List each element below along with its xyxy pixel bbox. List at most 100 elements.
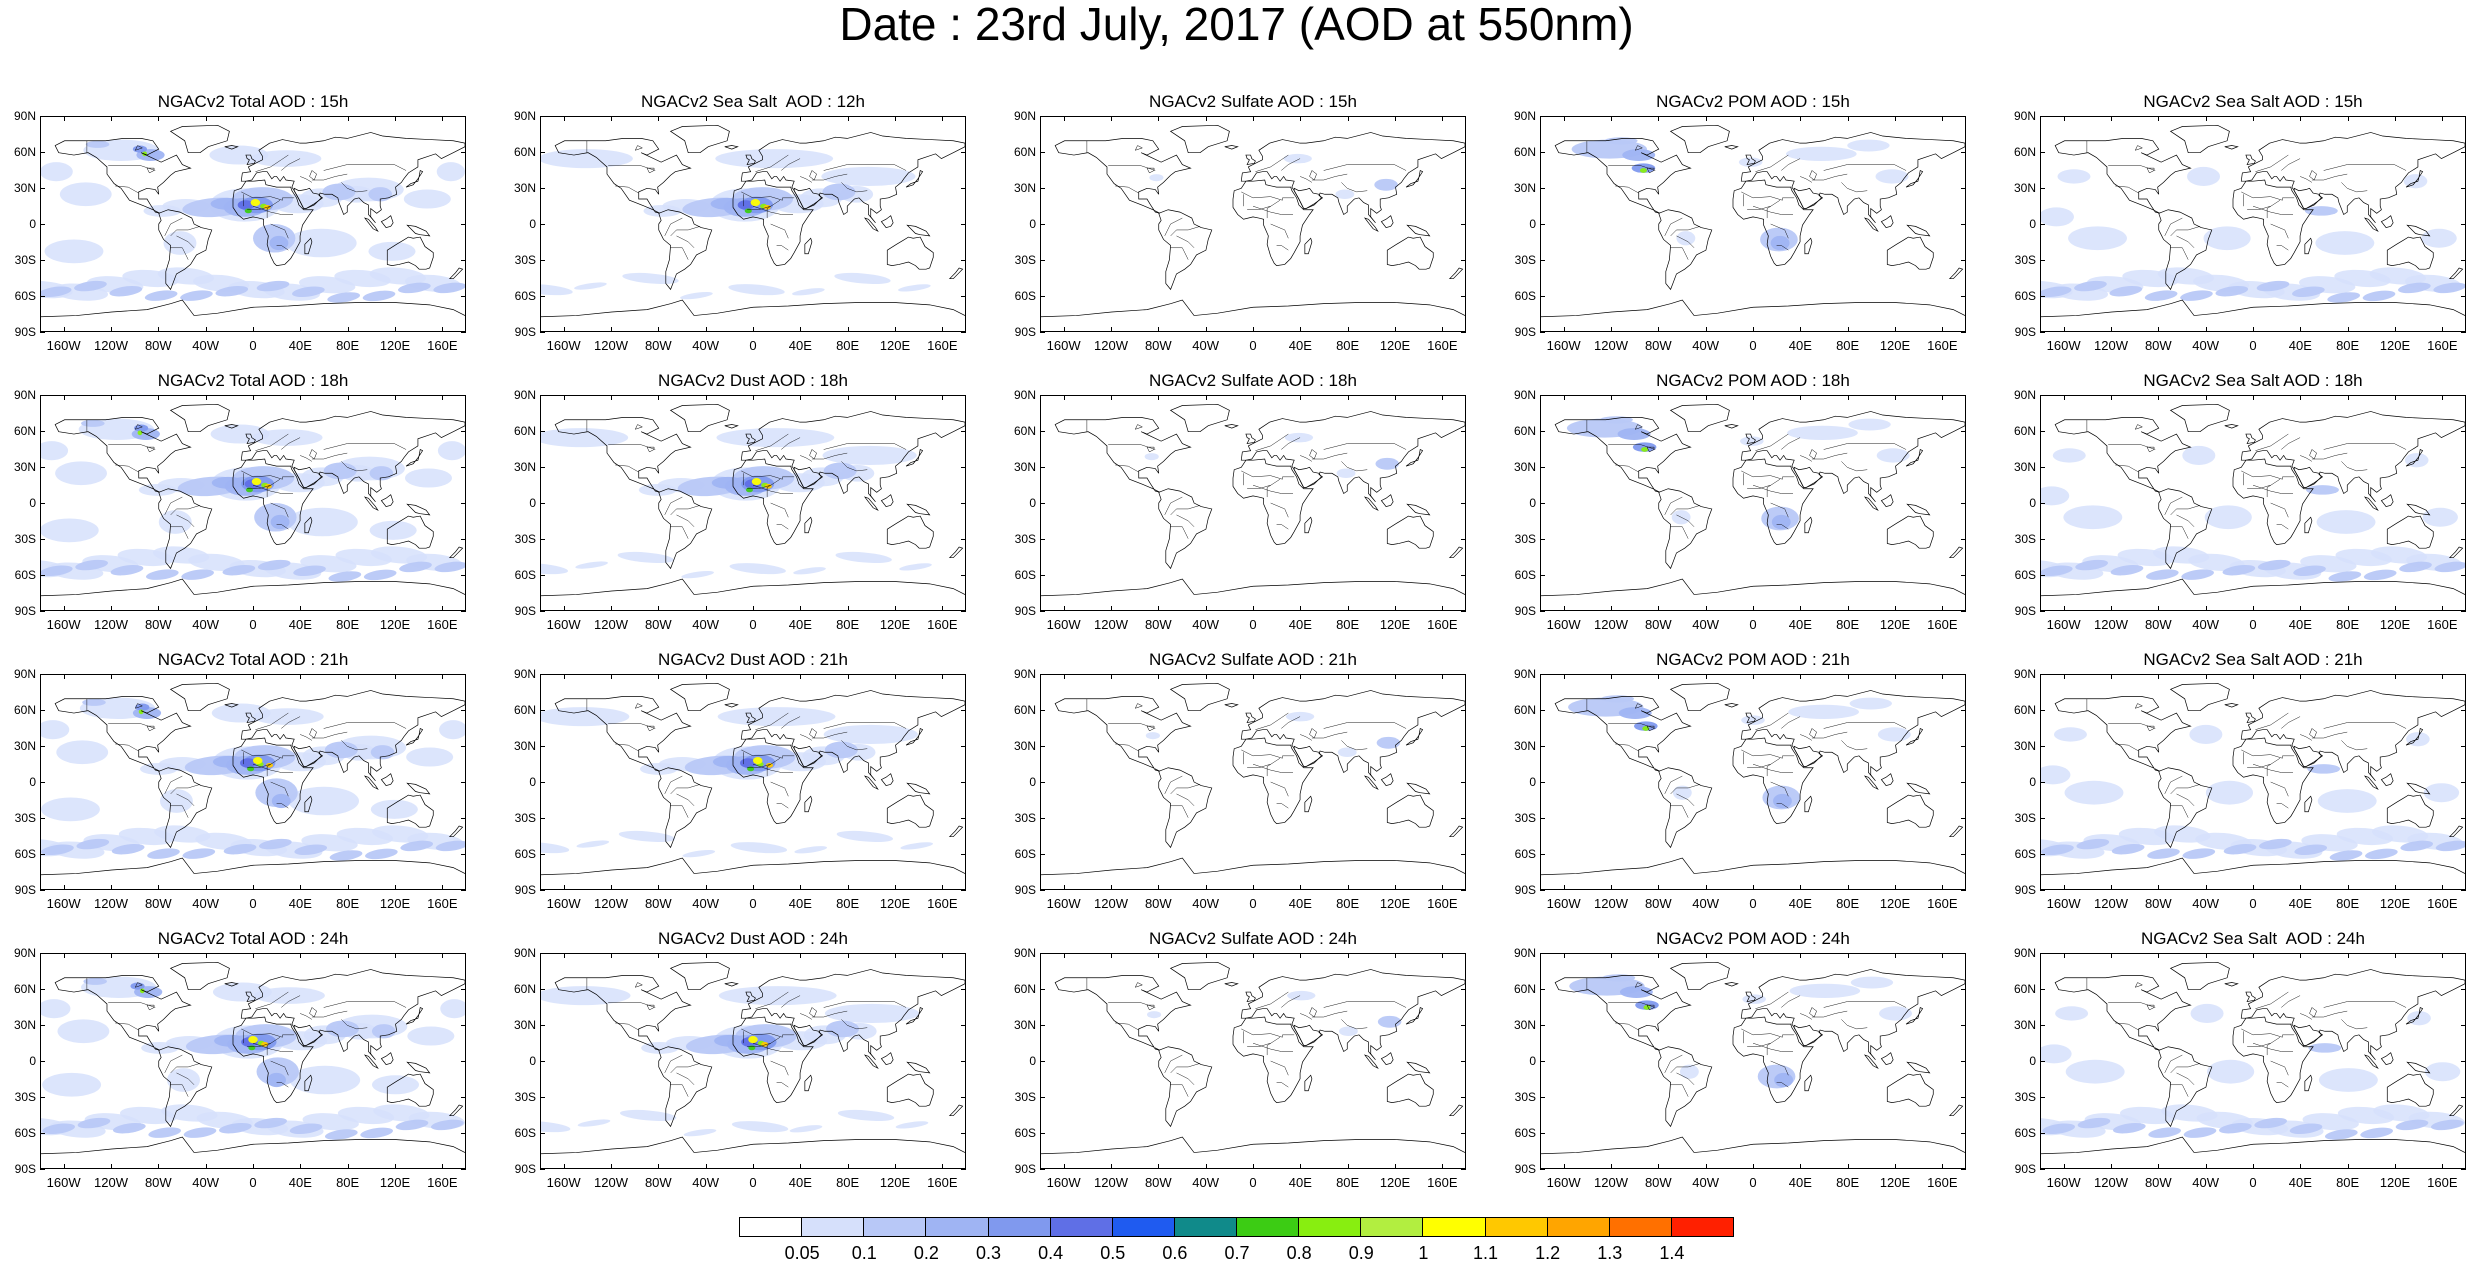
latitude-label: 60N [1013, 703, 1036, 717]
lake-outline [1809, 449, 1817, 460]
latitude-tick [1961, 152, 1966, 153]
aod-field-patch [1788, 704, 1859, 719]
coastline [793, 745, 822, 767]
longitude-tick [1347, 327, 1349, 332]
longitude-label: 0 [749, 338, 757, 353]
country-border [1766, 1037, 1781, 1056]
latitude-tick [40, 710, 45, 711]
country-border [1741, 1028, 1795, 1038]
lake-outline [2309, 449, 2317, 460]
country-border [1323, 443, 1407, 450]
coastline [2240, 690, 2465, 782]
country-border [2270, 1060, 2289, 1076]
aod-field-patch [2395, 1119, 2429, 1131]
aod-field-patch [440, 999, 465, 1019]
latitude-tick [40, 152, 45, 153]
latitude-tick [2040, 1061, 2045, 1062]
latitude-tick [1040, 1169, 1045, 1170]
country-border [1164, 775, 1183, 794]
latitude-tick [2461, 260, 2466, 261]
world-map [1040, 395, 1466, 611]
coastline [224, 145, 239, 150]
panel-title: NGACv2 POM AOD : 18h [1656, 371, 1850, 390]
longitude-tick [753, 395, 754, 400]
map-panels-grid: NGACv2 Total AOD : 15h 90N 60N 30N 0 30S 60S 90… [14, 92, 2466, 1190]
coastline [1658, 209, 1713, 291]
longitude-label: 160W [1546, 896, 1581, 911]
aod-field-patch [2399, 561, 2432, 573]
coastline [1386, 1073, 1434, 1107]
longitude-tick [2442, 674, 2444, 679]
longitude-label: 40E [788, 896, 812, 911]
latitude-tick [961, 782, 966, 783]
latitude-label: 60S [14, 289, 36, 303]
longitude-label: 120E [879, 617, 911, 632]
colorbar-cell [1422, 1217, 1486, 1237]
coastline [54, 138, 192, 214]
coastline [2158, 1046, 2213, 1128]
country-border [1776, 1082, 1789, 1088]
aod-field-patch [541, 149, 633, 169]
longitude-label: 40W [1692, 338, 1720, 353]
longitude-tick [1895, 606, 1896, 611]
latitude-tick [40, 854, 45, 855]
country-border [823, 1001, 907, 1008]
coastline [1448, 267, 1464, 280]
longitude-label: 40W [1692, 896, 1720, 911]
coastline [1232, 1016, 1314, 1103]
longitude-label: 120E [879, 338, 911, 353]
colorbar-label: 0.6 [1162, 1243, 1188, 1263]
coastline [405, 169, 424, 188]
country-border [1255, 991, 1289, 1009]
coastline [1293, 187, 1322, 209]
aod-field-patch [731, 1121, 789, 1133]
latitude-label: 30S [514, 253, 536, 267]
longitude-label: 120W [1594, 1175, 1628, 1190]
longitude-tick [1895, 395, 1896, 400]
latitude-tick [1961, 1097, 1966, 1098]
colorbar-label: 0.1 [851, 1243, 877, 1263]
longitude-tick [658, 953, 660, 958]
coastline [380, 1052, 394, 1065]
aod-field-patch [2424, 1062, 2461, 1082]
country-border [1752, 1042, 1794, 1052]
latitude-label: 0 [2029, 1054, 2036, 1068]
latitude-tick [40, 746, 45, 747]
longitude-tick [63, 953, 65, 958]
country-border [1247, 1042, 1271, 1047]
coastline [2232, 179, 2314, 266]
longitude-label: 120E [379, 338, 411, 353]
latitude-tick [1540, 431, 1545, 432]
coastline [1304, 795, 1313, 813]
antarctica-coastline [41, 578, 465, 597]
lake-outline [2134, 145, 2143, 151]
coastline [1405, 448, 1424, 467]
longitude-label: 40W [1192, 338, 1220, 353]
latitude-tick [1540, 710, 1545, 711]
latitude-tick [2461, 575, 2466, 576]
latitude-label: 30N [1513, 181, 1536, 195]
longitude-tick [2347, 885, 2349, 890]
longitude-label: 40E [788, 617, 812, 632]
longitude-label: 120W [1094, 617, 1128, 632]
latitude-tick [461, 431, 466, 432]
longitude-label: 160W [1046, 1175, 1081, 1190]
longitude-tick [658, 116, 660, 121]
longitude-label: 160E [927, 617, 958, 632]
longitude-tick [205, 327, 207, 332]
country-border [1799, 455, 1813, 462]
coastline [2405, 727, 2424, 746]
latitude-tick [2461, 782, 2466, 783]
aod-field-patch [2307, 764, 2341, 774]
country-border [2311, 731, 2348, 739]
country-border [241, 749, 295, 759]
aod-field-patch [748, 1036, 758, 1044]
latitude-tick [961, 1097, 966, 1098]
country-border [1664, 217, 1683, 236]
aod-field-patch [81, 419, 105, 427]
aod-field-patch [360, 1127, 394, 1139]
longitude-label: 0 [249, 1175, 257, 1190]
country-border [266, 200, 281, 219]
longitude-label: 120E [1379, 1175, 1411, 1190]
latitude-tick [1961, 395, 1966, 396]
